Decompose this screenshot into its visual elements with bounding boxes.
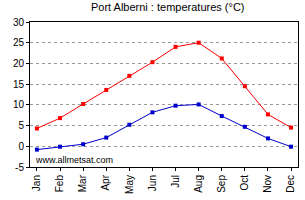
svg-text:20: 20 bbox=[13, 58, 25, 69]
svg-text:30: 30 bbox=[13, 17, 25, 28]
svg-text:25: 25 bbox=[13, 37, 25, 48]
svg-text:Jun: Jun bbox=[147, 175, 158, 191]
svg-text:Aug: Aug bbox=[193, 175, 204, 193]
svg-text:-5: -5 bbox=[15, 162, 24, 173]
svg-text:Port Alberni : temperatures (°: Port Alberni : temperatures (°C) bbox=[91, 1, 245, 13]
svg-text:Dec: Dec bbox=[285, 175, 296, 193]
svg-text:Jul: Jul bbox=[170, 175, 181, 188]
svg-text:Apr: Apr bbox=[100, 174, 111, 190]
svg-text:Feb: Feb bbox=[54, 175, 65, 193]
svg-text:15: 15 bbox=[13, 79, 25, 90]
svg-text:May: May bbox=[124, 175, 135, 194]
svg-text:10: 10 bbox=[13, 99, 25, 110]
svg-text:Oct: Oct bbox=[239, 175, 250, 191]
svg-text:Sep: Sep bbox=[216, 175, 227, 193]
svg-text:www.allmetsat.com: www.allmetsat.com bbox=[35, 155, 113, 165]
svg-text:Mar: Mar bbox=[77, 174, 88, 192]
svg-text:Nov: Nov bbox=[262, 175, 273, 193]
svg-text:5: 5 bbox=[18, 120, 24, 131]
svg-text:0: 0 bbox=[18, 141, 24, 152]
svg-text:Jan: Jan bbox=[31, 175, 42, 191]
